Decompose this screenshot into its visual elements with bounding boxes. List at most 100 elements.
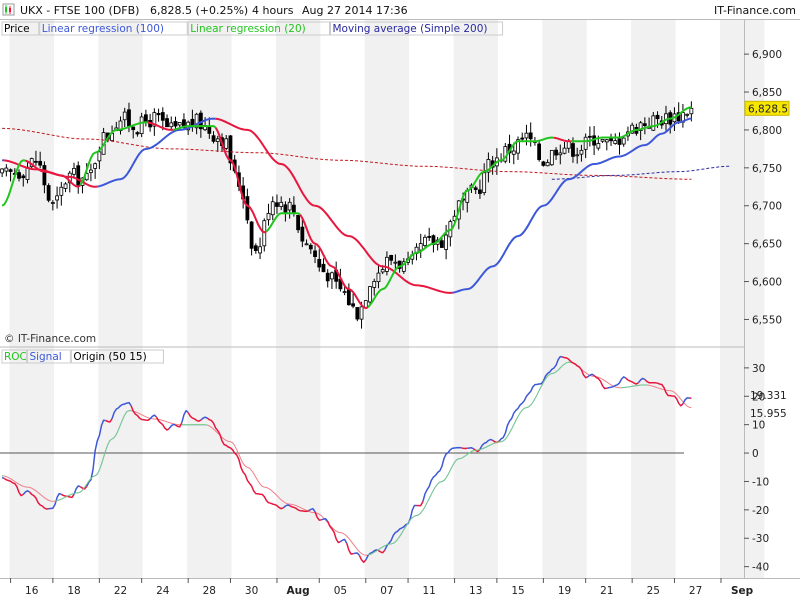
candle-body <box>546 162 549 165</box>
day-stripe <box>542 19 586 578</box>
candle-body <box>157 113 160 114</box>
candle-body <box>385 257 388 271</box>
candle-body <box>250 222 253 248</box>
price-ytick-label: 6,850 <box>752 87 782 99</box>
candle-body <box>576 155 579 156</box>
legend-item: Linear regression (20) <box>190 23 306 35</box>
osc-ytick-label: 0 <box>752 448 759 460</box>
candle-body <box>39 161 42 165</box>
x-tick-label: 05 <box>334 585 347 597</box>
chart-header: UKX - FTSE 100 (DFB) 6,828.5 (+0.25%) 4 … <box>0 0 800 19</box>
candle-body <box>22 176 25 178</box>
last-price-label: 6,828.5 <box>748 103 788 115</box>
background-stripes <box>0 19 800 600</box>
timeframe[interactable]: 4 hours <box>252 4 294 17</box>
candle-body <box>390 255 393 260</box>
candle-body <box>34 161 37 162</box>
osc-ytick-label: 10 <box>752 420 765 432</box>
candle-body <box>529 133 532 139</box>
candle-body <box>542 162 545 165</box>
candle-body <box>208 126 211 133</box>
x-tick-label: 30 <box>245 585 258 597</box>
candle-body <box>614 141 617 144</box>
x-tick-label: 27 <box>689 585 702 597</box>
legend-item: ROC <box>4 351 27 363</box>
day-stripe <box>454 19 498 578</box>
candle-body <box>9 170 12 172</box>
candle-body <box>478 190 481 194</box>
price-ytick-label: 6,650 <box>752 239 782 251</box>
copyright-label[interactable]: © IT-Finance.com <box>4 333 96 345</box>
x-tick-label: 25 <box>647 585 660 597</box>
candle-body <box>373 281 376 287</box>
brand-name[interactable]: IT-Finance.com <box>714 4 796 17</box>
candle-body <box>352 304 355 306</box>
candle-body <box>284 205 287 212</box>
candle-body <box>360 307 363 319</box>
candle-body <box>588 136 591 137</box>
candle-body <box>56 196 59 200</box>
candle-body <box>419 244 422 250</box>
candle-body <box>140 117 143 134</box>
candle-body <box>259 247 262 253</box>
candle-body <box>216 139 219 142</box>
candle-body <box>525 133 528 138</box>
candle-body <box>166 119 169 127</box>
candle-body <box>5 168 8 171</box>
candle-body <box>690 108 693 113</box>
candle-body <box>369 287 372 302</box>
osc-ytick-label: -20 <box>752 505 769 517</box>
candle-body <box>584 137 587 149</box>
candle-body <box>326 273 329 281</box>
candle-body <box>288 202 291 210</box>
price-ytick-label: 6,900 <box>752 49 782 61</box>
candle-body <box>394 262 397 263</box>
candle-body <box>559 153 562 155</box>
legend-item: Moving average (Simple 200) <box>333 23 488 35</box>
candle-body <box>571 144 574 157</box>
price-ytick-label: 6,750 <box>752 163 782 175</box>
roc-last-label: 19.331 <box>750 390 787 402</box>
candle-body <box>597 143 600 148</box>
x-tick-label: 18 <box>67 585 80 597</box>
x-tick-label: 16 <box>25 585 39 597</box>
candle-body <box>94 164 97 169</box>
candles-icon[interactable] <box>3 4 14 15</box>
candle-body <box>275 203 278 207</box>
x-tick-label: 13 <box>469 585 482 597</box>
candle-body <box>89 170 92 172</box>
candle-body <box>254 246 257 251</box>
legend-item: Linear regression (100) <box>42 23 164 35</box>
candle-body <box>656 115 659 118</box>
candle-body <box>686 114 689 115</box>
x-tick-label: 19 <box>558 585 571 597</box>
candle-body <box>347 289 350 305</box>
candle-body <box>267 213 270 219</box>
price-change: 6,828.5 (+0.25%) <box>150 4 248 17</box>
day-stripe <box>631 19 675 578</box>
x-tick-label: 15 <box>511 585 524 597</box>
osc-ytick-label: -10 <box>752 476 769 488</box>
candle-body <box>73 168 76 174</box>
candle-body <box>377 273 380 282</box>
candle-body <box>246 197 249 220</box>
candle-body <box>521 138 524 139</box>
legend-item: Origin (50 15) <box>73 351 146 363</box>
candle-body <box>314 251 317 257</box>
candle-body <box>330 273 333 279</box>
candle-body <box>136 133 139 134</box>
candle-body <box>132 127 135 130</box>
candle-body <box>161 113 164 121</box>
candle-body <box>280 202 283 206</box>
candle-body <box>212 136 215 142</box>
day-stripe <box>98 19 142 578</box>
candle-body <box>381 270 384 272</box>
candle-body <box>1 169 4 173</box>
price-ytick-label: 6,600 <box>752 277 782 289</box>
candle-body <box>51 203 54 204</box>
candle-body <box>428 236 431 237</box>
candle-body <box>60 187 63 195</box>
